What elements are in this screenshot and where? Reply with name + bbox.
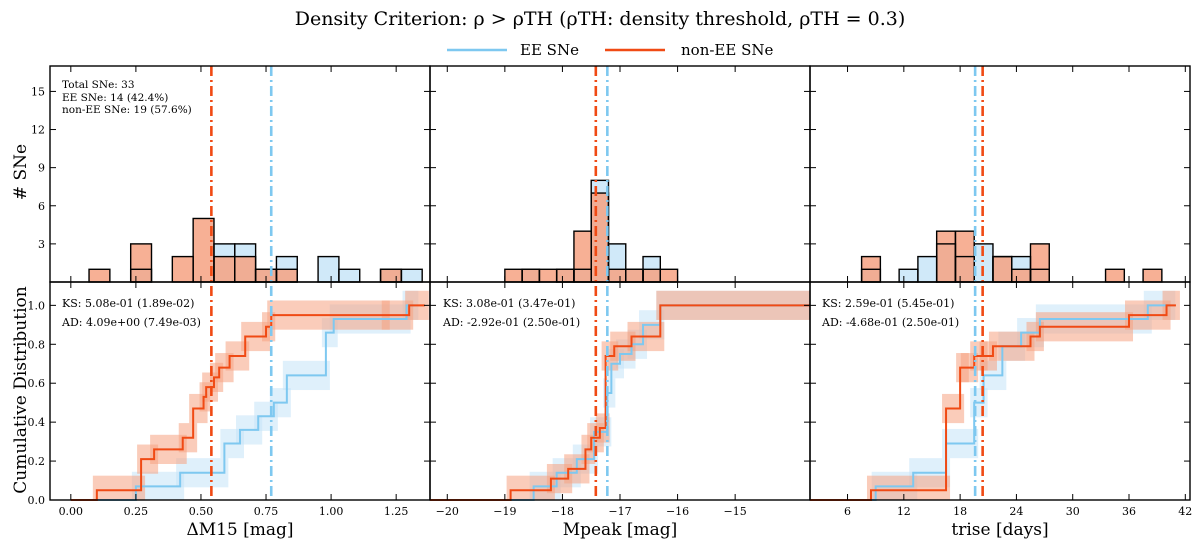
panel-mpeak: −20 −19 −18 −17 −16 −15 <box>429 65 811 518</box>
hist-bar-nonee <box>556 269 574 282</box>
hist-bar-nonee <box>213 256 235 282</box>
y-tick-label-bottom: 0.2 <box>28 455 46 468</box>
y-tick-label-top: 12 <box>31 124 45 137</box>
hist-bar-nonee <box>1011 269 1031 282</box>
hist-bar-nonee <box>539 269 557 282</box>
count-nonee: non-EE SNe: 19 (57.6%) <box>62 104 192 116</box>
x-tick-label: −19 <box>493 505 516 518</box>
x-axis-label-mpeak: Mpeak [mag] <box>563 520 678 540</box>
x-tick-label: 0.75 <box>254 505 279 518</box>
y-axis-label-bottom: Cumulative Distribution <box>11 286 31 493</box>
panel-trise: 6 12 18 24 30 36 42 <box>809 65 1192 518</box>
x-tick-label: 24 <box>1009 505 1023 518</box>
hist-bar-nonee <box>276 269 298 282</box>
count-ee: EE SNe: 14 (42.4%) <box>62 92 168 104</box>
x-tick-label: 1.00 <box>319 505 344 518</box>
x-tick-label: 36 <box>1122 505 1136 518</box>
x-tick-label: −15 <box>724 505 747 518</box>
hist-bar-nonee <box>172 256 194 282</box>
cdf-band-nonee <box>506 475 555 500</box>
y-tick-label-top: 15 <box>31 85 45 98</box>
hist-bar-nonee <box>89 269 110 282</box>
hist-bar-nonee <box>591 193 609 282</box>
legend-label-ee: EE SNe <box>520 41 579 59</box>
y-tick-label-bottom: 0.8 <box>28 338 46 351</box>
ad-stat-trise: AD: -4.68e-01 (2.50e-01) <box>821 316 959 329</box>
hist-bar-nonee <box>130 243 152 282</box>
frame-bottom <box>809 281 1191 501</box>
x-tick-label: 6 <box>844 505 851 518</box>
x-axis-label-delta-m15: ΔM15 [mag] <box>186 520 293 540</box>
hist-bar-ee <box>899 269 918 282</box>
panel-delta-m15: 0.00 0.25 0.50 0.75 1.00 1.25 3 6 9 12 15 0.0 0.2 0.4… <box>28 65 431 518</box>
hist-bar-nonee <box>608 269 626 282</box>
hist-bar-nonee <box>625 269 644 282</box>
x-tick-label: −17 <box>608 505 631 518</box>
x-tick-label: 18 <box>953 505 967 518</box>
x-tick-label: 12 <box>897 505 911 518</box>
hist-bar-ee <box>974 243 993 282</box>
y-tick-label-bottom: 1.0 <box>28 299 46 312</box>
legend-label-nonee: non-EE SNe <box>681 41 773 59</box>
x-tick-label: −16 <box>666 505 689 518</box>
cdf-line-nonee <box>430 304 810 501</box>
hist-bar-nonee <box>1143 269 1162 282</box>
x-tick-label: −18 <box>551 505 574 518</box>
count-total: Total SNe: 33 <box>62 79 135 91</box>
hist-bar-ee <box>338 269 360 282</box>
ks-stat-trise: KS: 2.59e-01 (5.45e-01) <box>822 297 954 310</box>
hist-bar-ee <box>401 269 423 282</box>
x-tick-label: 0.25 <box>124 505 149 518</box>
chart-title: Density Criterion: ρ > ρTH (ρTH: density… <box>295 8 906 30</box>
x-axis-label-trise: trise [days] <box>951 520 1048 540</box>
hist-bar-nonee <box>660 269 678 282</box>
sample-counts: Total SNe: 33 EE SNe: 14 (42.4%) non-EE … <box>62 79 192 116</box>
cdf-band-nonee <box>866 475 951 500</box>
y-tick-label-top: 3 <box>38 238 45 251</box>
cdf-line-nonee <box>810 304 1176 501</box>
hist-bar-ee <box>917 256 937 282</box>
legend: EE SNe non-EE SNe <box>447 41 773 59</box>
hist-bar-nonee <box>936 231 956 282</box>
hist-bar-nonee <box>504 269 523 282</box>
hist-bar-nonee <box>643 269 661 282</box>
y-axis-label-top: # SNe <box>11 144 31 200</box>
hist-bar-nonee <box>380 269 402 282</box>
x-tick-label: 0.50 <box>189 505 214 518</box>
ad-stat-delta-m15: AD: 4.09e+00 (7.49e-03) <box>61 316 201 329</box>
hist-bar-nonee <box>1030 243 1050 282</box>
x-tick-label: 30 <box>1066 505 1080 518</box>
cdf-line-ee <box>70 304 415 501</box>
y-tick-label-top: 6 <box>38 200 45 213</box>
ks-stat-delta-m15: KS: 5.08e-01 (1.89e-02) <box>62 297 194 310</box>
hist-bar-ee <box>318 256 339 282</box>
ks-stat-mpeak: KS: 3.08e-01 (3.47e-01) <box>443 297 575 310</box>
hist-bar-nonee <box>522 269 540 282</box>
x-tick-label: 1.25 <box>384 505 409 518</box>
y-tick-label-bottom: 0.6 <box>28 377 46 390</box>
hist-bar-nonee <box>193 218 214 282</box>
x-tick-label: −20 <box>436 505 459 518</box>
x-tick-label: 0.00 <box>59 505 84 518</box>
y-tick-label-top: 9 <box>38 162 45 175</box>
hist-bar-nonee <box>1105 269 1125 282</box>
y-tick-label-bottom: 0.0 <box>28 494 46 507</box>
x-tick-label: 42 <box>1178 505 1192 518</box>
hist-bar-nonee <box>234 256 256 282</box>
hist-bar-nonee <box>573 231 592 282</box>
frame-top <box>809 65 1191 283</box>
hist-bar-nonee <box>992 256 1012 282</box>
y-tick-label-bottom: 0.4 <box>28 416 46 429</box>
ad-stat-mpeak: AD: -2.92e-01 (2.50e-01) <box>442 316 580 329</box>
cdf-band-nonee <box>92 475 146 500</box>
